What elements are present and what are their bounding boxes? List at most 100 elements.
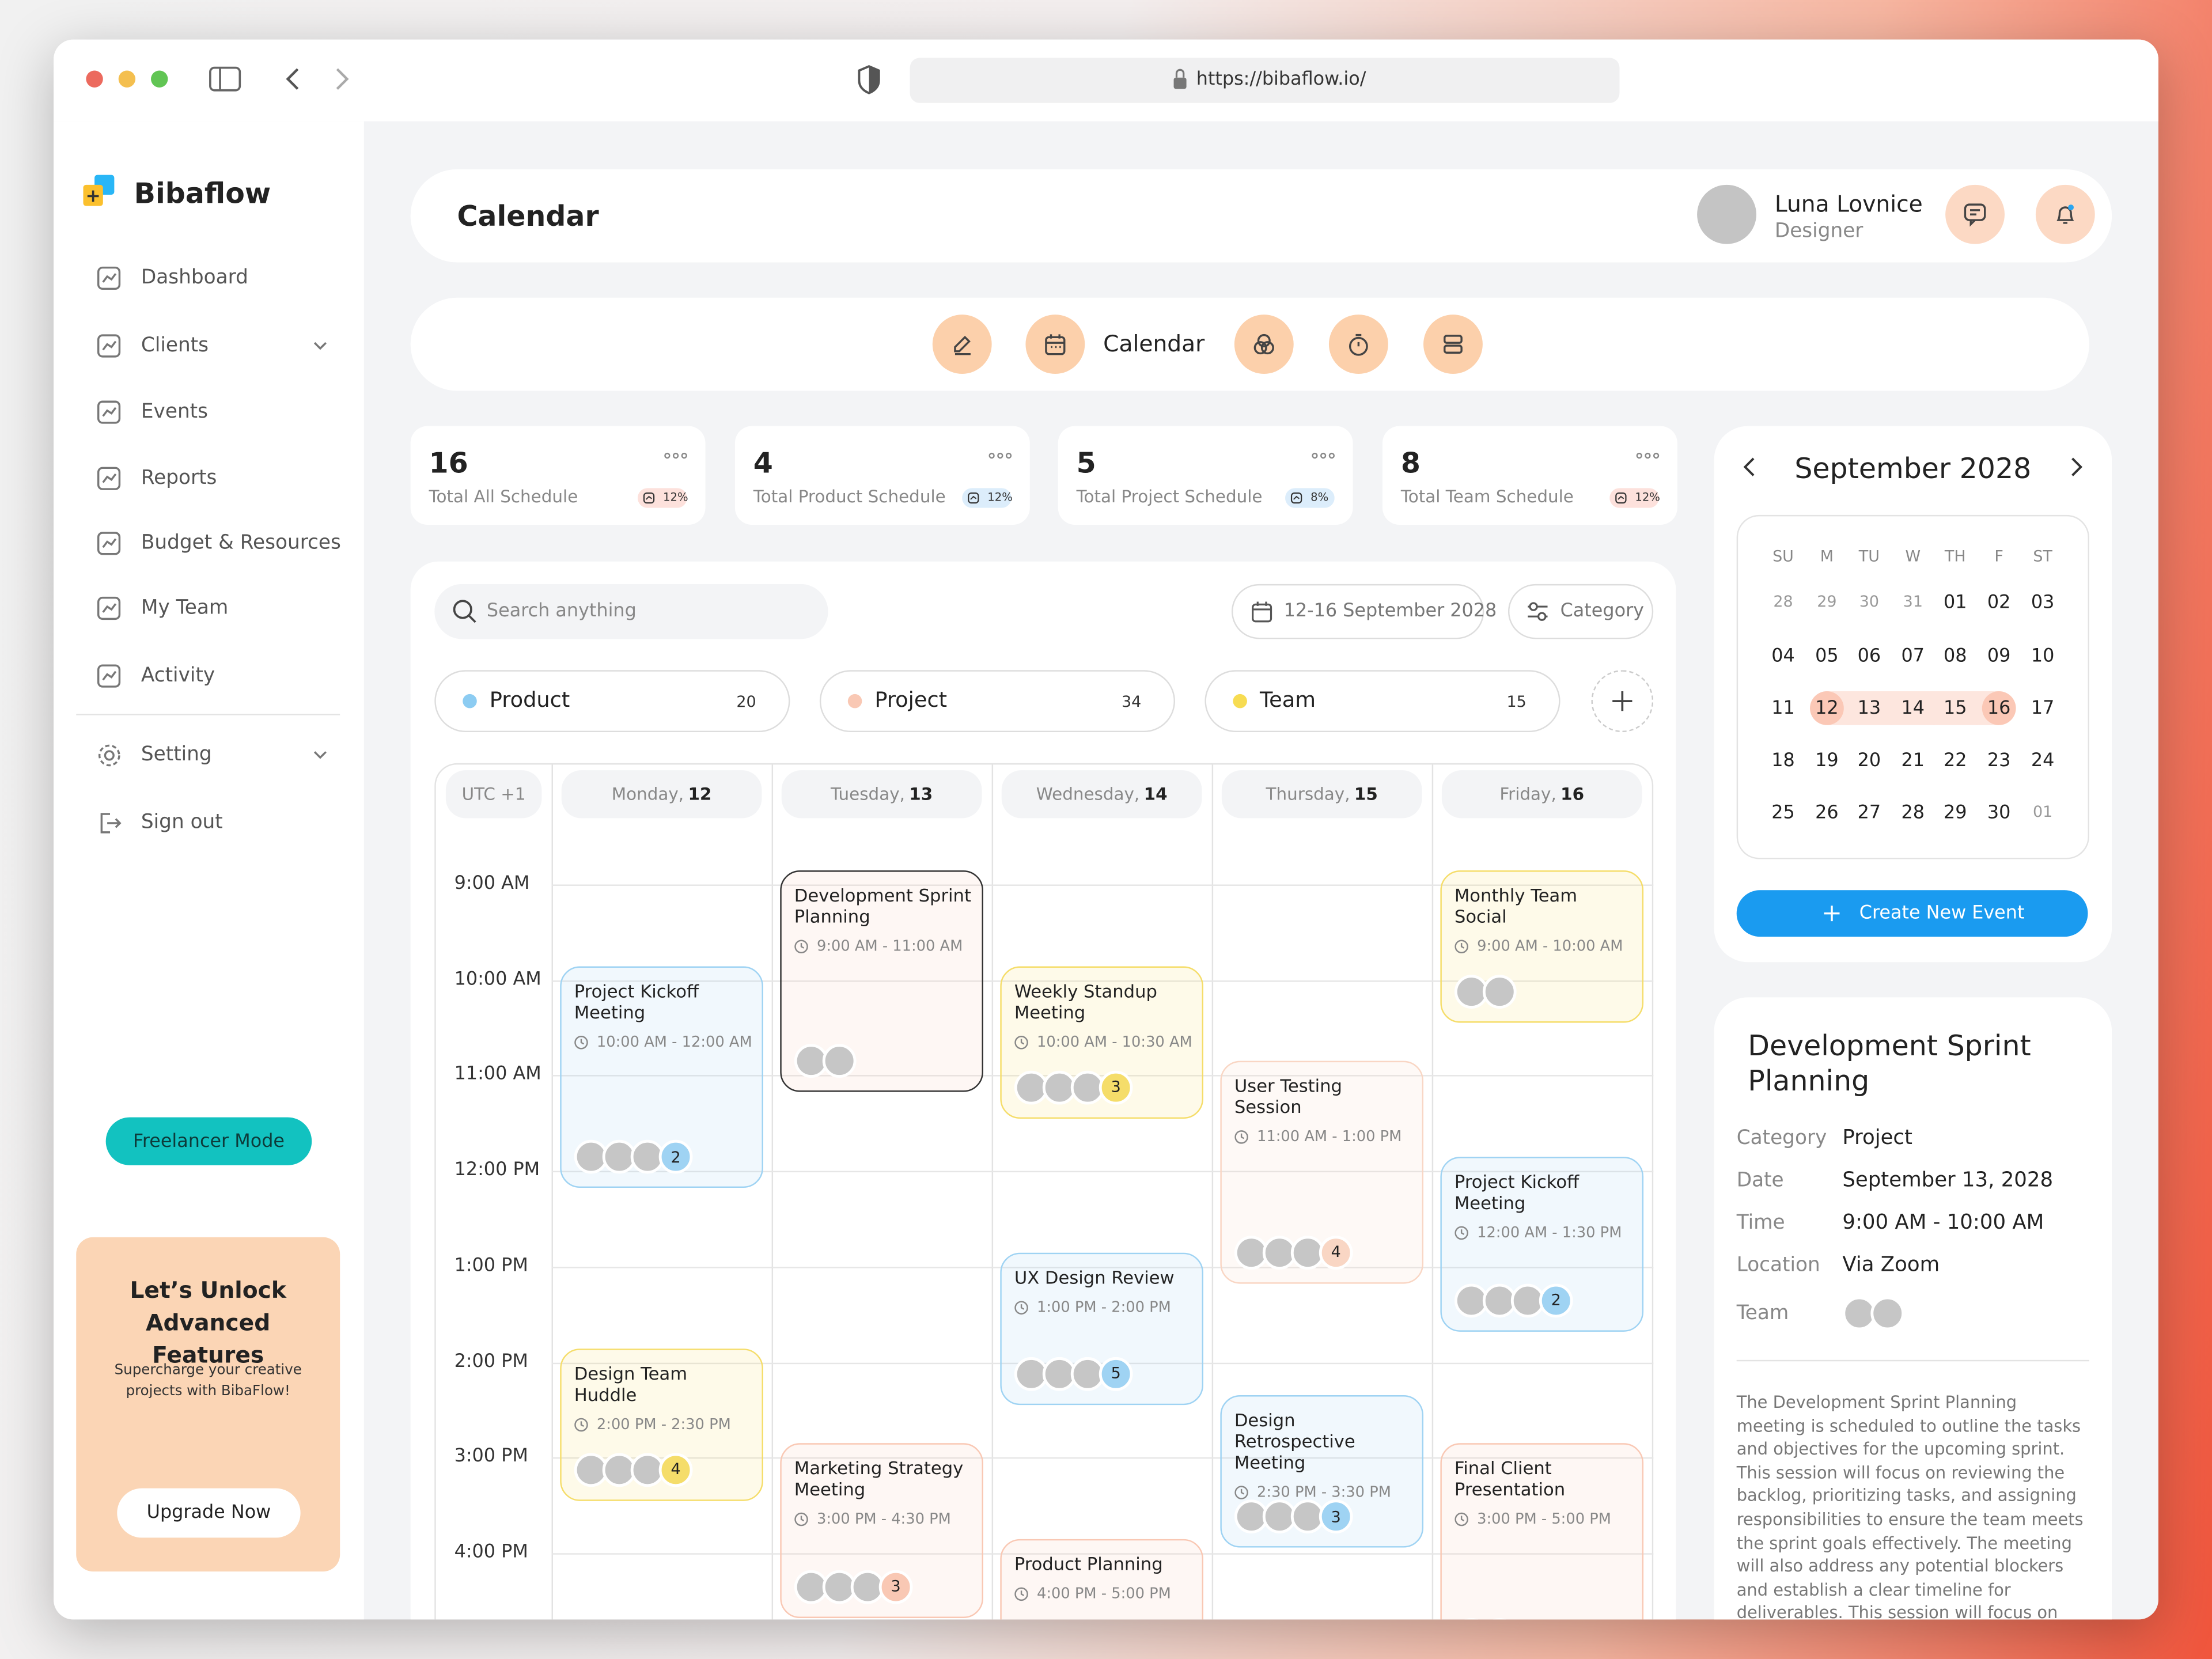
more-dots[interactable] <box>1312 452 1335 459</box>
event-title[interactable]: Marketing Strategy Meeting <box>794 1457 964 1500</box>
calendar-day[interactable]: 21 <box>1901 750 1925 772</box>
user-avatar[interactable] <box>1697 184 1756 244</box>
event-title[interactable]: Development Sprint Planning <box>794 884 971 927</box>
toolbar-button[interactable] <box>1423 315 1483 374</box>
nav-item[interactable]: Reports <box>141 467 217 490</box>
minimize-dot[interactable] <box>118 70 136 88</box>
more-dots[interactable] <box>664 452 687 459</box>
calendar-day[interactable]: 27 <box>1857 802 1881 824</box>
calendar-day[interactable]: 16 <box>1987 698 2011 719</box>
create-event-text[interactable]: Create New Event <box>1859 903 2025 925</box>
nav-item[interactable]: Dashboard <box>141 266 248 290</box>
freelancer-mode-button[interactable]: Freelancer Mode <box>105 1117 312 1165</box>
event-card[interactable] <box>1000 1539 1203 1620</box>
toolbar-button[interactable] <box>932 315 992 374</box>
calendar-day[interactable]: 25 <box>1771 802 1795 824</box>
tag-pill[interactable] <box>819 670 1176 733</box>
hour-label: 4:00 PM <box>454 1541 528 1563</box>
nav-item[interactable]: Activity <box>141 664 215 687</box>
calendar-day[interactable]: 05 <box>1815 646 1839 668</box>
event-card[interactable] <box>1440 1443 1644 1620</box>
tag-pill[interactable] <box>434 670 790 733</box>
calendar-day[interactable]: 28 <box>1773 592 1793 611</box>
calendar-day[interactable]: 31 <box>1903 592 1923 611</box>
nav-item[interactable]: Clients <box>141 334 209 357</box>
tag-pill[interactable] <box>1205 670 1560 733</box>
tag-name[interactable]: Product <box>489 687 570 713</box>
calendar-day[interactable]: 18 <box>1771 750 1795 772</box>
event-title[interactable]: UX Design Review <box>1014 1266 1175 1288</box>
settings-item[interactable]: Sign out <box>141 811 223 834</box>
calendar-day[interactable]: 15 <box>1944 698 1967 719</box>
event-title[interactable]: Project Kickoff Meeting <box>1454 1171 1580 1214</box>
nav-item[interactable]: Events <box>141 400 208 423</box>
close-dot[interactable] <box>86 70 103 88</box>
event-title[interactable]: Monthly Team Social <box>1454 884 1578 927</box>
event-title[interactable]: Weekly Standup Meeting <box>1014 980 1157 1022</box>
event-title[interactable]: User Testing Session <box>1234 1075 1343 1118</box>
calendar-day[interactable]: 17 <box>2031 698 2055 719</box>
more-dots[interactable] <box>1636 452 1660 459</box>
calendar-day[interactable]: 26 <box>1815 802 1839 824</box>
calendar-day[interactable]: 09 <box>1987 646 2011 668</box>
calendar-day[interactable]: 03 <box>2031 592 2055 614</box>
nav-item[interactable]: My Team <box>141 596 229 620</box>
calendar-day[interactable]: 20 <box>1857 750 1881 772</box>
hour-label: 10:00 AM <box>454 968 541 990</box>
event-time: 2:30 PM - 3:30 PM <box>1257 1484 1391 1502</box>
calendar-day[interactable]: 22 <box>1944 750 1967 772</box>
event-title[interactable]: Final Client Presentation <box>1454 1457 1566 1500</box>
stat-card <box>1382 426 1677 525</box>
event-title[interactable]: Project Kickoff Meeting <box>574 980 699 1022</box>
event-title[interactable]: Design Retrospective Meeting <box>1234 1410 1355 1474</box>
event-title[interactable]: Design Team Huddle <box>574 1362 688 1404</box>
search-placeholder[interactable]: Search anything <box>486 601 637 623</box>
toolbar-active-label[interactable]: Calendar <box>1103 330 1205 357</box>
event-title[interactable]: Product Planning <box>1014 1553 1163 1574</box>
calendar-day[interactable]: 14 <box>1901 698 1925 719</box>
calendar-day[interactable]: 04 <box>1771 646 1795 668</box>
toolbar-button[interactable] <box>1025 315 1085 374</box>
calendar-day[interactable]: 28 <box>1901 802 1925 824</box>
tag-name[interactable]: Team <box>1259 687 1316 713</box>
url-text[interactable]: https://bibaflow.io/ <box>1196 69 1366 90</box>
create-event-button[interactable] <box>1736 890 2088 937</box>
calendar-day[interactable]: 30 <box>1987 802 2011 824</box>
category-button[interactable] <box>1508 584 1654 639</box>
calendar-day[interactable]: 08 <box>1944 646 1967 668</box>
calendar-day[interactable]: 23 <box>1987 750 2011 772</box>
back-arrow[interactable] <box>286 68 299 90</box>
calendar-day[interactable]: 01 <box>1944 592 1967 614</box>
settings-item[interactable]: Setting <box>141 743 212 766</box>
sidebar-toggle[interactable] <box>209 66 241 92</box>
calendar-day[interactable]: 02 <box>1987 592 2011 614</box>
calendar-day[interactable]: 13 <box>1857 698 1881 719</box>
calendar-day[interactable]: 12 <box>1815 698 1839 719</box>
tag-name[interactable]: Project <box>874 687 948 713</box>
zoom-dot[interactable] <box>151 70 168 88</box>
add-tag-button[interactable] <box>1591 670 1654 733</box>
calendar-day[interactable]: 30 <box>1859 592 1880 611</box>
upgrade-button[interactable]: Upgrade Now <box>117 1488 301 1538</box>
calendar-day[interactable]: 07 <box>1901 646 1925 668</box>
calendar-day[interactable]: 29 <box>1944 802 1967 824</box>
calendar-day[interactable]: 06 <box>1857 646 1881 668</box>
calendar-day[interactable]: 19 <box>1815 750 1839 772</box>
detail-label: Category <box>1736 1127 1827 1150</box>
prev-month[interactable] <box>1743 457 1755 476</box>
calendar-day[interactable]: 29 <box>1817 592 1837 611</box>
date-range-text[interactable]: 12-16 September 2028 <box>1283 601 1497 623</box>
calendar-day[interactable]: 11 <box>1771 698 1795 719</box>
header-icon-button[interactable] <box>2035 184 2095 244</box>
forward-arrow[interactable] <box>336 68 349 90</box>
calendar-day[interactable]: 24 <box>2031 750 2055 772</box>
nav-item[interactable]: Budget & Resources <box>141 532 341 555</box>
calendar-day[interactable]: 10 <box>2031 646 2055 668</box>
url-bar[interactable] <box>910 58 1620 103</box>
date-range-button[interactable] <box>1231 584 1484 639</box>
category-text[interactable]: Category <box>1560 601 1645 623</box>
search-box[interactable] <box>434 584 828 639</box>
next-month[interactable] <box>2071 457 2083 476</box>
more-dots[interactable] <box>988 452 1012 459</box>
calendar-day[interactable]: 01 <box>2032 802 2053 821</box>
